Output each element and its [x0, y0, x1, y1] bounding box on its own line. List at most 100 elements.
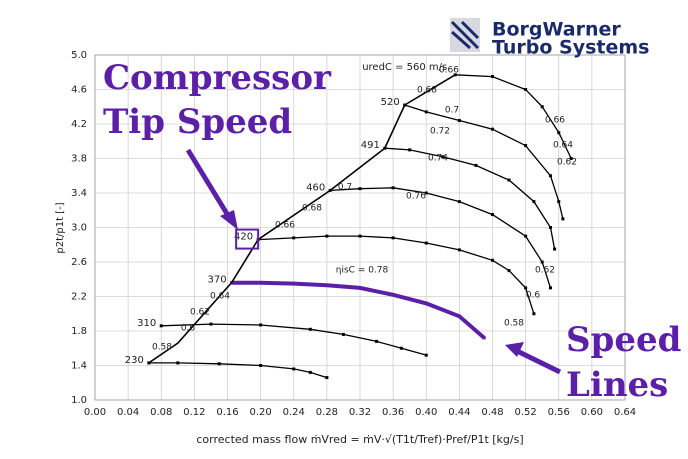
- point: [424, 241, 428, 245]
- y-tick-label: 1.0: [71, 395, 87, 406]
- efficiency-label: 0.6: [526, 291, 541, 301]
- efficiency-label: 0.58: [152, 343, 172, 353]
- x-tick-label: 0.00: [84, 407, 106, 418]
- efficiency-label: 0.76: [406, 192, 426, 202]
- point: [507, 178, 511, 182]
- y-tick-label: 2.2: [71, 292, 87, 303]
- callout-text: Tip Speed: [103, 102, 292, 142]
- speed-line: [161, 323, 427, 356]
- point: [209, 322, 213, 326]
- y-tick-label: 1.8: [71, 326, 87, 337]
- point: [548, 226, 552, 229]
- x-tick-label: 0.12: [183, 407, 205, 418]
- speed-label: 491: [361, 140, 380, 151]
- speed-label: 520: [381, 97, 400, 108]
- speed-label: 310: [137, 318, 156, 329]
- point: [259, 364, 263, 367]
- speed-label: 370: [208, 275, 227, 286]
- logo: BorgWarner Turbo Systems: [450, 18, 650, 59]
- point: [259, 281, 263, 285]
- efficiency-label: 0.66: [439, 66, 459, 76]
- callout-arrowhead: [220, 210, 238, 230]
- point: [424, 301, 428, 305]
- point: [532, 312, 536, 316]
- speed-line: [455, 74, 572, 159]
- y-tick-label: 2.6: [71, 257, 87, 268]
- y-tick-label: 4.6: [71, 85, 87, 96]
- plot-frame: [94, 54, 626, 401]
- point: [491, 258, 494, 262]
- point: [548, 286, 552, 290]
- efficiency-label: 0.74: [428, 154, 448, 164]
- callout-text: Speed: [566, 320, 681, 360]
- point: [457, 314, 461, 318]
- plot: 0.00 0.04 0.08 0.12 0.16 0.20 0.24 0.28 0.32 0.36…: [71, 50, 636, 418]
- point: [176, 361, 180, 365]
- x-axis-label: corrected mass flow ṁVred = ṁV·√(T1t/Tre…: [196, 433, 523, 446]
- point: [159, 324, 163, 328]
- point: [453, 73, 457, 77]
- speed-label: 230: [125, 355, 144, 366]
- y-axis-label: p2t/p1t [-]: [55, 202, 66, 253]
- logo-text: Turbo Systems: [492, 37, 650, 59]
- x-tick-label: 0.40: [415, 407, 437, 418]
- x-tick-label: 0.64: [614, 407, 636, 418]
- logo-text: BorgWarner: [492, 19, 621, 41]
- point: [292, 236, 296, 240]
- point: [358, 234, 362, 238]
- efficiency-label: 0.7: [338, 183, 352, 193]
- y-tick-label: 3.8: [71, 154, 87, 165]
- point: [341, 332, 345, 336]
- callout-text: Lines: [566, 365, 668, 405]
- callout-arrow: [513, 347, 562, 375]
- efficiency-label: 0.64: [553, 141, 573, 151]
- point: [424, 191, 428, 195]
- x-tick-label: 0.32: [349, 407, 371, 418]
- point: [457, 119, 461, 123]
- y-tick-label: 3.0: [71, 223, 87, 234]
- x-tick-label: 0.56: [548, 407, 570, 418]
- point: [441, 155, 445, 159]
- point: [548, 174, 552, 178]
- highlight-box: [235, 228, 260, 250]
- callout-arrow: [185, 148, 235, 224]
- point: [399, 346, 403, 350]
- x-tick-label: 0.04: [117, 407, 139, 418]
- point: [424, 353, 428, 357]
- x-tick-label: 0.44: [448, 407, 470, 418]
- efficiency-label: 0.7: [445, 106, 459, 116]
- speed-line: [231, 280, 486, 340]
- efficiency-label: 0.58: [504, 319, 524, 329]
- point: [540, 260, 544, 264]
- callout-text: Compressor: [103, 58, 332, 98]
- efficiency-label: 0.68: [302, 204, 322, 214]
- speed-label: 420: [234, 232, 253, 243]
- logo-mark: [450, 20, 480, 50]
- x-tick-label: 0.16: [216, 407, 238, 418]
- speed-line: [404, 104, 564, 220]
- point: [561, 217, 565, 221]
- point: [391, 186, 395, 190]
- point: [524, 234, 528, 238]
- x-tick-label: 0.08: [150, 407, 172, 418]
- point: [408, 148, 412, 152]
- x-tick-label: 0.36: [382, 407, 404, 418]
- point: [491, 213, 494, 217]
- point: [524, 286, 528, 290]
- x-tick-label: 0.28: [316, 407, 338, 418]
- speed-line: [384, 147, 556, 250]
- point: [391, 236, 395, 240]
- efficiency-label: 0.66: [545, 116, 565, 126]
- point: [457, 200, 461, 204]
- x-tick-label: 0.52: [514, 407, 536, 418]
- speed-label: uredC = 560 m/s: [362, 62, 447, 73]
- point: [292, 367, 296, 371]
- point: [358, 187, 362, 191]
- y-tick-label: 4.2: [71, 119, 87, 130]
- point: [457, 248, 461, 252]
- surge-line: [148, 74, 456, 364]
- point: [524, 144, 528, 148]
- efficiency-label: ηisC = 0.78: [336, 266, 389, 276]
- point: [325, 376, 329, 380]
